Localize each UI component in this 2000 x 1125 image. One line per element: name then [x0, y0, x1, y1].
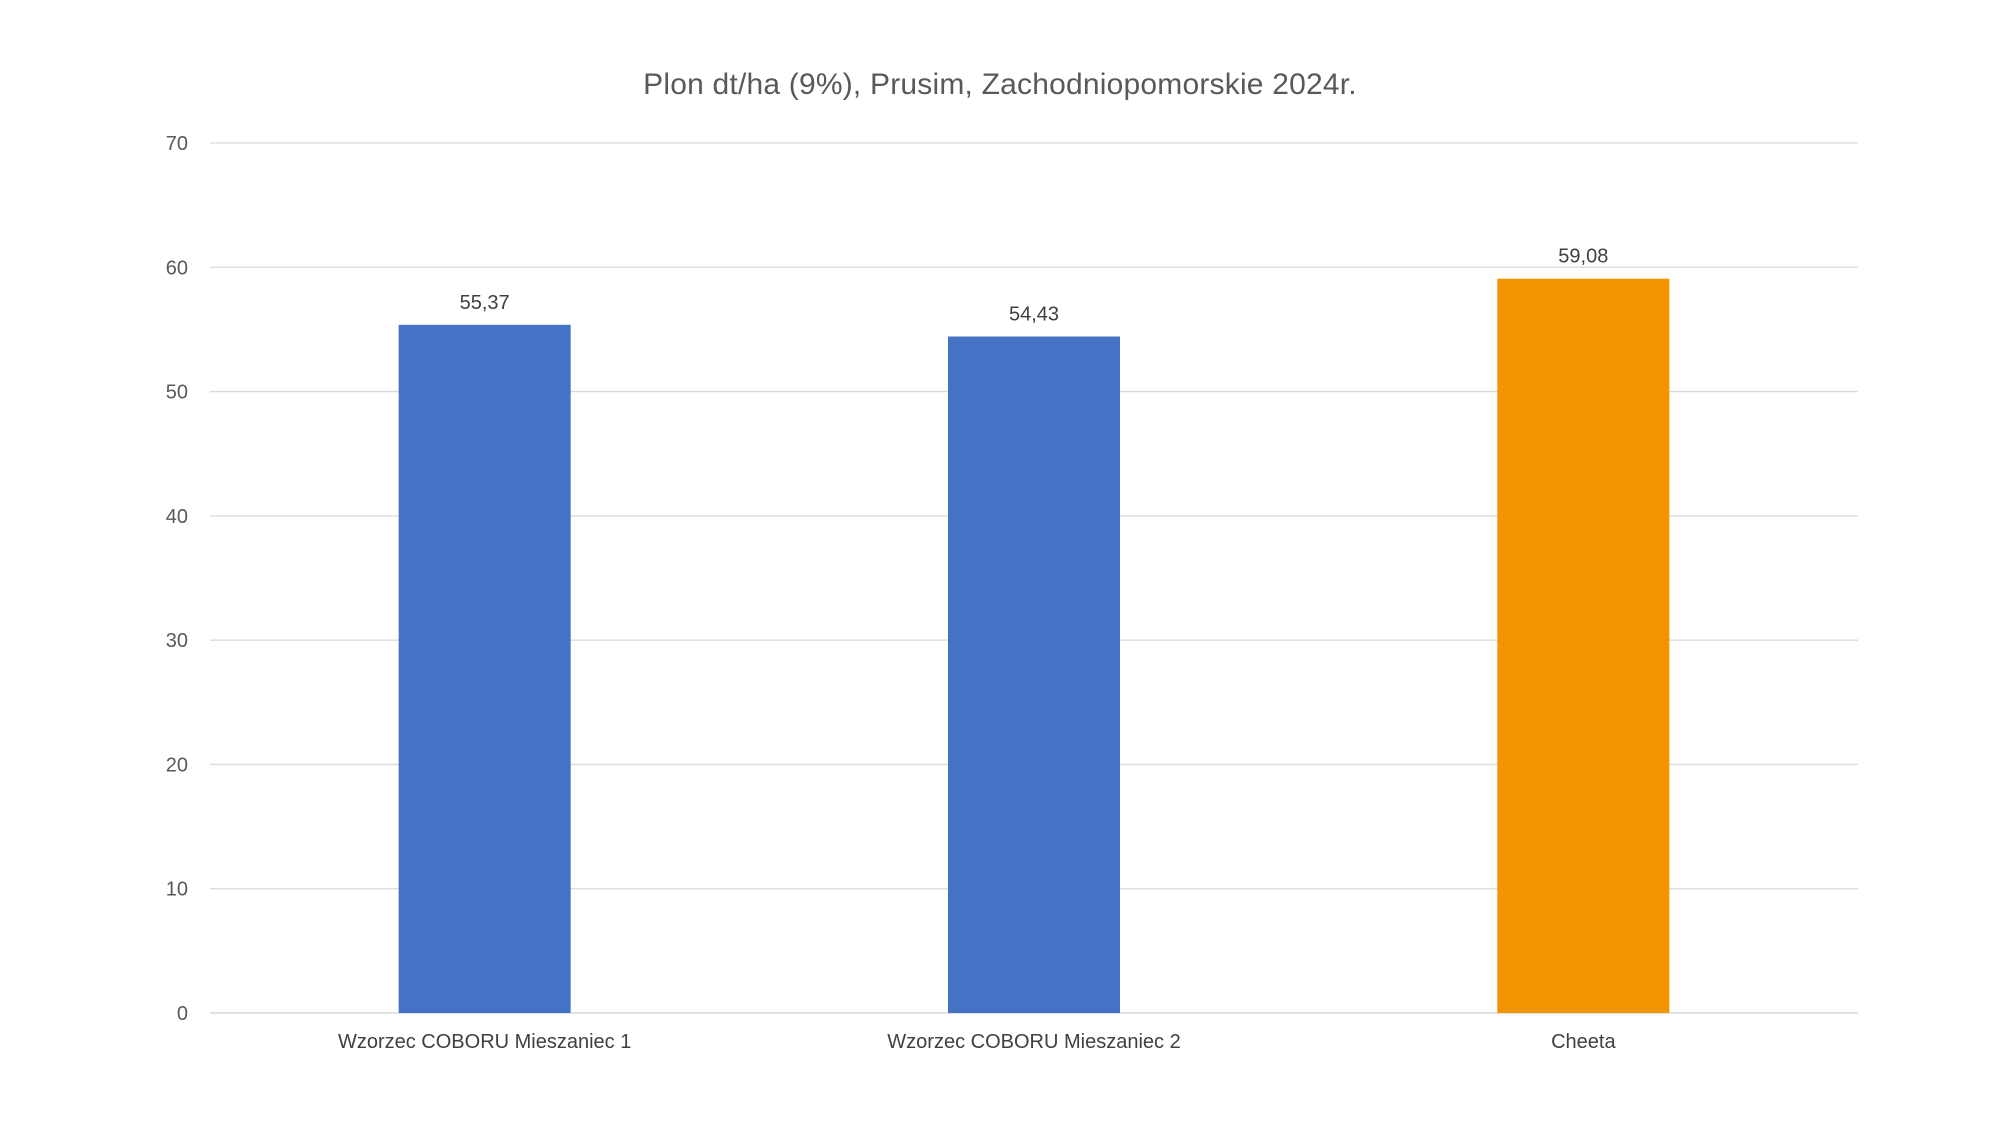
- y-tick-label: 30: [166, 630, 188, 652]
- data-label: 55,37: [460, 292, 510, 314]
- data-label: 54,43: [1009, 304, 1059, 326]
- y-axis-ticks: 0 10 20 30 40 50 60 70: [166, 133, 188, 1025]
- bars: [398, 278, 1670, 1014]
- data-label: 59,08: [1558, 246, 1608, 268]
- x-category-label: Cheeta: [1551, 1031, 1616, 1053]
- y-tick-label: 50: [166, 382, 188, 404]
- y-tick-label: 60: [166, 257, 188, 279]
- y-tick-label: 10: [166, 879, 188, 901]
- x-axis-categories: Wzorzec COBORU Mieszaniec 1 Wzorzec COBOR…: [338, 1031, 1616, 1053]
- x-category-label: Wzorzec COBORU Mieszaniec 1: [338, 1031, 631, 1053]
- x-category-label: Wzorzec COBORU Mieszaniec 2: [887, 1031, 1180, 1053]
- y-tick-label: 40: [166, 506, 188, 528]
- y-tick-label: 20: [166, 754, 188, 776]
- data-labels: 55,37 54,43 59,08: [460, 246, 1609, 326]
- bar: [1497, 278, 1670, 1014]
- chart-title: Plon dt/ha (9%), Prusim, Zachodniopomors…: [643, 68, 1357, 101]
- y-tick-label: 0: [177, 1003, 188, 1025]
- bar: [948, 336, 1120, 1014]
- y-tick-label: 70: [166, 133, 188, 155]
- bar: [398, 324, 571, 1014]
